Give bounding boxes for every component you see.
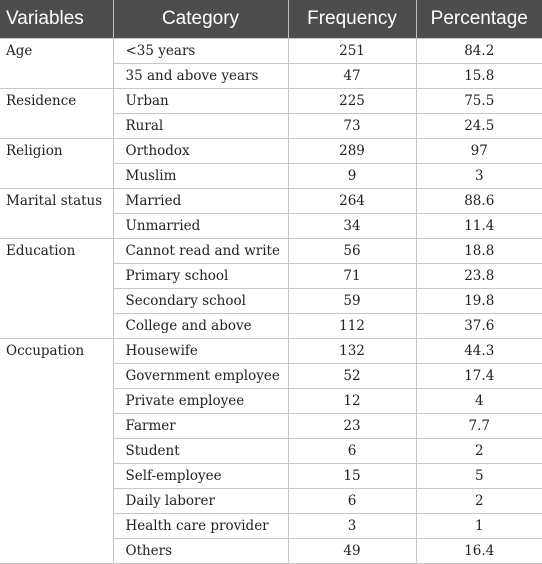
category-cell: Rural bbox=[112, 113, 289, 139]
percentage-cell: 2 bbox=[415, 488, 542, 514]
frequency-cell: 56 bbox=[287, 238, 417, 264]
percentage-cell: 16.4 bbox=[415, 538, 542, 564]
table-row: Primary school 71 23.8 bbox=[0, 263, 542, 289]
frequency-cell: 264 bbox=[287, 188, 417, 214]
frequency-cell: 289 bbox=[287, 138, 417, 164]
table-row: Private employee 12 4 bbox=[0, 388, 542, 414]
frequency-cell: 73 bbox=[287, 113, 417, 139]
category-cell: Cannot read and write bbox=[112, 238, 289, 264]
percentage-cell: 1 bbox=[415, 513, 542, 539]
header-category: Category bbox=[112, 0, 288, 39]
table-row: Marital status Married 264 88.6 bbox=[0, 188, 542, 239]
table-row: Muslim 9 3 bbox=[0, 163, 542, 189]
percentage-cell: 11.4 bbox=[415, 213, 542, 239]
frequency-cell: 112 bbox=[287, 313, 417, 339]
percentage-cell: 4 bbox=[415, 388, 542, 414]
header-frequency: Frequency bbox=[287, 0, 416, 39]
category-cell: Housewife bbox=[112, 338, 289, 364]
frequency-cell: 251 bbox=[287, 38, 417, 64]
percentage-cell: 37.6 bbox=[415, 313, 542, 339]
percentage-cell: 97 bbox=[415, 138, 542, 164]
percentage-cell: 44.3 bbox=[415, 338, 542, 364]
category-cell: Daily laborer bbox=[112, 488, 289, 514]
frequency-cell: 15 bbox=[287, 463, 417, 489]
category-cell: Married bbox=[112, 188, 289, 214]
category-cell: College and above bbox=[112, 313, 289, 339]
category-cell: Unmarried bbox=[112, 213, 289, 239]
frequency-cell: 71 bbox=[287, 263, 417, 289]
table-row: Self-employee 15 5 bbox=[0, 463, 542, 489]
frequency-cell: 52 bbox=[287, 363, 417, 389]
category-cell: Secondary school bbox=[112, 288, 289, 314]
table-row: Education Cannot read and write 56 18.8 bbox=[0, 238, 542, 339]
category-cell: Health care provider bbox=[112, 513, 289, 539]
table-row: Age <35 years 251 84.2 bbox=[0, 38, 542, 89]
frequency-cell: 6 bbox=[287, 488, 417, 514]
category-cell: Urban bbox=[112, 88, 289, 114]
table-row: Religion Orthodox 289 97 bbox=[0, 138, 542, 189]
percentage-cell: 75.5 bbox=[415, 88, 542, 114]
category-cell: 35 and above years bbox=[112, 63, 289, 89]
variable-cell: Marital status bbox=[0, 188, 114, 239]
percentage-cell: 88.6 bbox=[415, 188, 542, 214]
category-cell: Primary school bbox=[112, 263, 289, 289]
frequency-cell: 59 bbox=[287, 288, 417, 314]
frequency-cell: 47 bbox=[287, 63, 417, 89]
percentage-cell: 17.4 bbox=[415, 363, 542, 389]
category-cell: Muslim bbox=[112, 163, 289, 189]
frequency-cell: 23 bbox=[287, 413, 417, 439]
percentage-cell: 18.8 bbox=[415, 238, 542, 264]
table-row: Government employee 52 17.4 bbox=[0, 363, 542, 389]
percentage-cell: 3 bbox=[415, 163, 542, 189]
frequency-cell: 12 bbox=[287, 388, 417, 414]
percentage-cell: 15.8 bbox=[415, 63, 542, 89]
table-row: Occupation Housewife 132 44.3 bbox=[0, 338, 542, 564]
category-cell: Orthodox bbox=[112, 138, 289, 164]
variable-cell: Occupation bbox=[0, 338, 114, 564]
header-variables: Variables bbox=[0, 0, 113, 39]
frequency-cell: 34 bbox=[287, 213, 417, 239]
table-row: Unmarried 34 11.4 bbox=[0, 213, 542, 239]
table-row: Farmer 23 7.7 bbox=[0, 413, 542, 439]
percentage-cell: 5 bbox=[415, 463, 542, 489]
header-row: Variables Category Frequency Percentage bbox=[0, 0, 542, 39]
variable-cell: Residence bbox=[0, 88, 114, 139]
variable-cell: Education bbox=[0, 238, 114, 339]
header-percentage: Percentage bbox=[415, 0, 542, 39]
frequency-cell: 9 bbox=[287, 163, 417, 189]
table-row: Residence Urban 225 75.5 bbox=[0, 88, 542, 139]
category-cell: Self-employee bbox=[112, 463, 289, 489]
percentage-cell: 19.8 bbox=[415, 288, 542, 314]
percentage-cell: 84.2 bbox=[415, 38, 542, 64]
frequency-cell: 6 bbox=[287, 438, 417, 464]
category-cell: Government employee bbox=[112, 363, 289, 389]
frequency-cell: 3 bbox=[287, 513, 417, 539]
category-cell: Private employee bbox=[112, 388, 289, 414]
percentage-cell: 2 bbox=[415, 438, 542, 464]
table-row: College and above 112 37.6 bbox=[0, 313, 542, 339]
variable-cell: Religion bbox=[0, 138, 114, 189]
variable-cell: Age bbox=[0, 38, 114, 89]
table-body: Age <35 years 251 84.2 35 and above years 47 1… bbox=[0, 38, 542, 564]
category-cell: Farmer bbox=[112, 413, 289, 439]
frequency-cell: 225 bbox=[287, 88, 417, 114]
percentage-cell: 24.5 bbox=[415, 113, 542, 139]
category-cell: <35 years bbox=[112, 38, 289, 64]
frequency-cell: 49 bbox=[287, 538, 417, 564]
category-cell: Student bbox=[112, 438, 289, 464]
category-cell: Others bbox=[112, 538, 289, 564]
percentage-cell: 23.8 bbox=[415, 263, 542, 289]
table-row: Others 49 16.4 bbox=[0, 538, 542, 564]
table-row: Secondary school 59 19.8 bbox=[0, 288, 542, 314]
percentage-cell: 7.7 bbox=[415, 413, 542, 439]
table-header: Variables Category Frequency Percentage bbox=[0, 0, 542, 39]
frequency-cell: 132 bbox=[287, 338, 417, 364]
table-row: Student 6 2 bbox=[0, 438, 542, 464]
